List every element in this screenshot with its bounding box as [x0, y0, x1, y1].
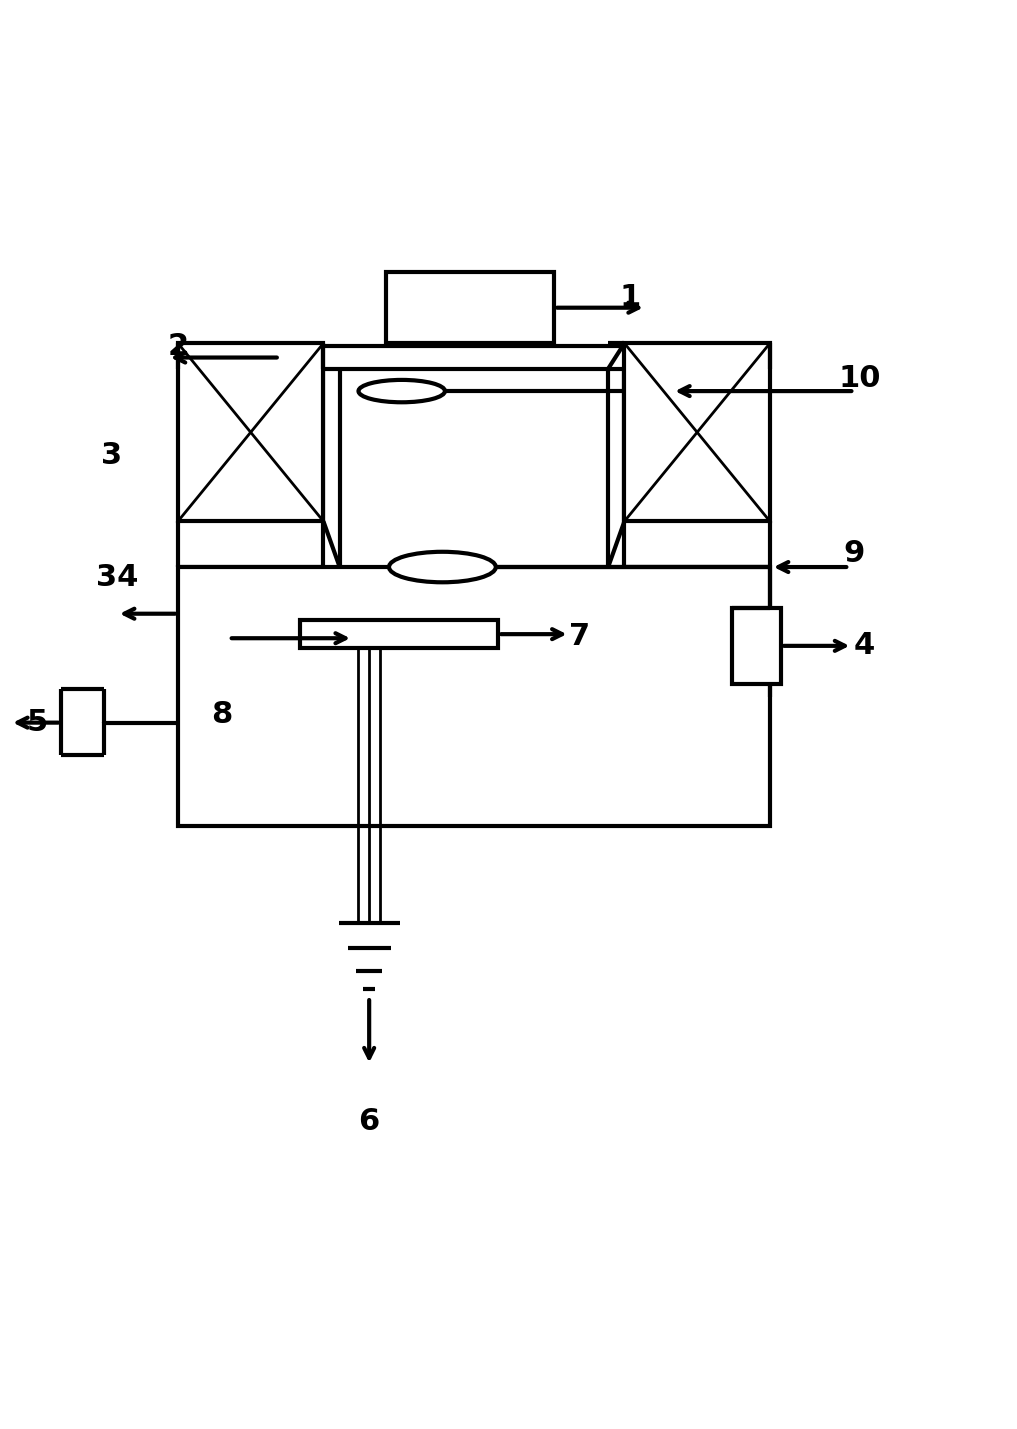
- Bar: [300, 620, 498, 649]
- Ellipse shape: [388, 552, 496, 582]
- Bar: [732, 607, 781, 684]
- Text: 2: 2: [168, 332, 188, 362]
- Text: 6: 6: [359, 1107, 379, 1136]
- Ellipse shape: [359, 380, 445, 403]
- Text: 1: 1: [620, 283, 641, 312]
- Text: 34: 34: [96, 563, 138, 592]
- Text: 8: 8: [212, 700, 232, 729]
- Bar: [178, 567, 770, 826]
- Text: 7: 7: [570, 622, 590, 650]
- Text: 4: 4: [854, 630, 875, 660]
- Bar: [280, 346, 676, 369]
- Text: 9: 9: [843, 539, 865, 569]
- Text: 3: 3: [102, 440, 122, 470]
- Text: 10: 10: [838, 364, 881, 393]
- Bar: [386, 272, 554, 343]
- Bar: [624, 343, 770, 522]
- Text: 5: 5: [27, 709, 48, 737]
- Bar: [178, 343, 323, 522]
